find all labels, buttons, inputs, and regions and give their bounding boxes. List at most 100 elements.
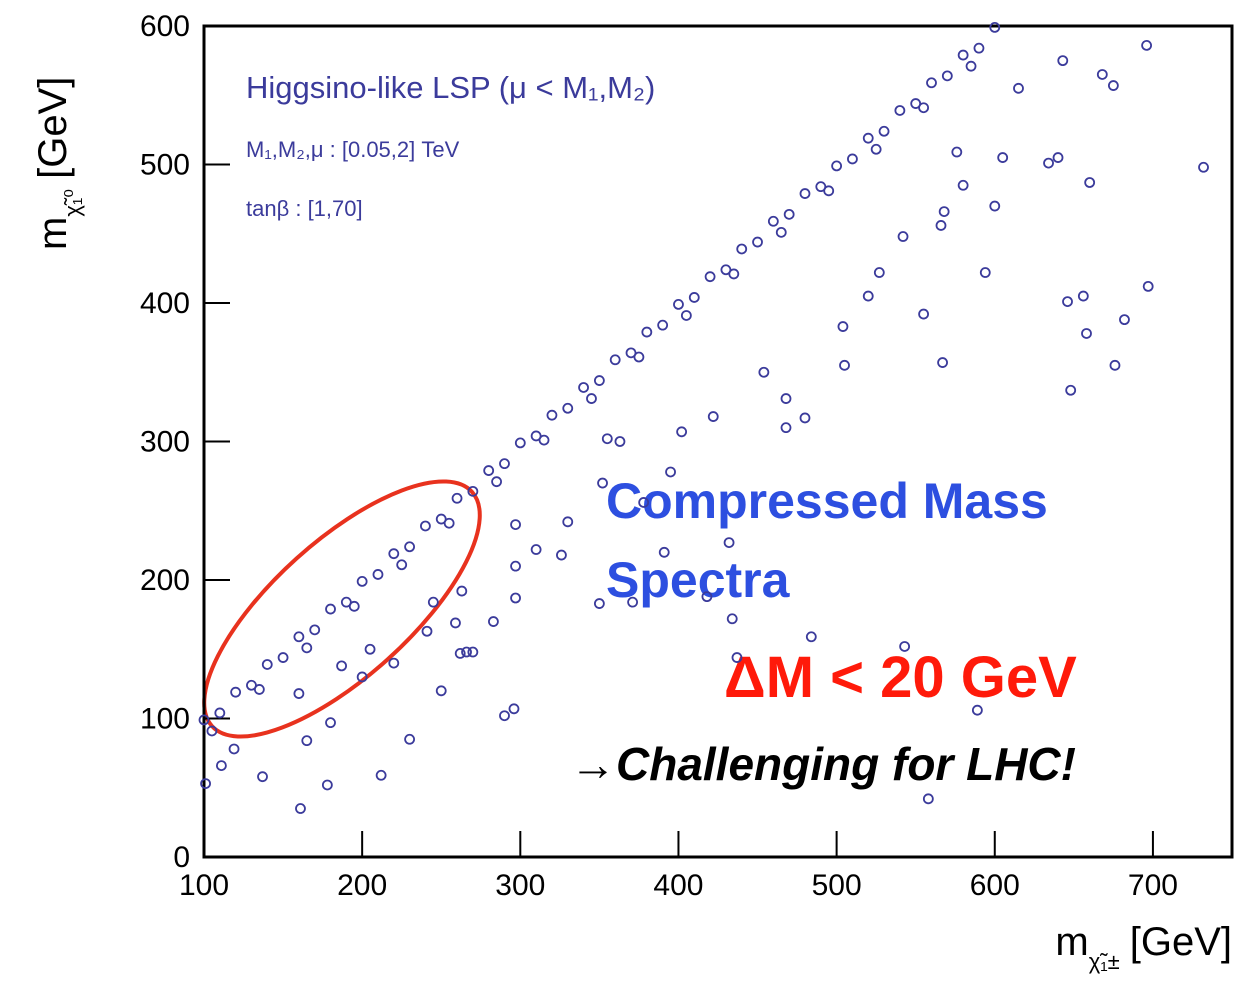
point — [388, 657, 400, 669]
x-tick-label: 700 — [1128, 869, 1178, 902]
point — [680, 310, 692, 321]
x-axis-label-main: m — [1055, 920, 1088, 964]
point — [508, 703, 520, 715]
compressed-label: Compressed Mass — [606, 473, 1048, 529]
point — [435, 685, 447, 697]
point — [847, 153, 858, 165]
y-axis-label-sub: χ̃₁⁰ — [60, 189, 85, 217]
point — [775, 226, 787, 238]
point — [609, 354, 621, 366]
point — [707, 411, 719, 422]
point — [878, 125, 890, 137]
point — [726, 613, 738, 625]
point — [957, 49, 969, 61]
x-tick-label: 100 — [179, 869, 229, 902]
point — [198, 714, 210, 726]
point — [767, 215, 779, 227]
compressed-label: Spectra — [606, 552, 791, 608]
point — [899, 641, 911, 652]
point — [325, 603, 336, 615]
point — [277, 652, 289, 663]
x-axis-label-unit: [GeV] — [1130, 920, 1232, 964]
point — [989, 200, 1001, 212]
point — [627, 596, 638, 608]
point — [1109, 359, 1121, 371]
point — [214, 707, 226, 719]
y-axis-label-unit: [GeV] — [31, 77, 75, 179]
point — [918, 308, 929, 320]
point — [837, 321, 849, 332]
point — [897, 231, 909, 242]
point — [597, 477, 608, 489]
point — [483, 465, 495, 476]
x-tick-label: 400 — [653, 869, 703, 902]
delta-label: ΔM < 20 GeV — [724, 645, 1077, 710]
point — [321, 779, 333, 791]
point — [510, 592, 521, 604]
point — [396, 559, 408, 571]
point — [301, 735, 313, 747]
point — [510, 560, 521, 572]
point — [676, 426, 688, 438]
point — [989, 21, 1001, 33]
point — [461, 646, 472, 658]
point — [873, 267, 885, 278]
point — [997, 152, 1009, 163]
point — [1062, 296, 1073, 308]
point — [728, 268, 740, 280]
point — [971, 704, 983, 716]
point — [467, 485, 479, 497]
point — [1065, 384, 1077, 396]
point — [1096, 69, 1108, 80]
point — [731, 652, 743, 663]
point — [1057, 55, 1069, 67]
point — [309, 624, 321, 636]
point — [356, 671, 368, 683]
point — [1107, 80, 1119, 91]
point — [831, 160, 843, 172]
point — [701, 591, 713, 603]
point — [922, 793, 934, 805]
point — [805, 631, 817, 643]
point — [941, 70, 953, 82]
point — [799, 188, 811, 199]
point — [538, 434, 550, 446]
point — [295, 803, 306, 814]
point — [578, 382, 589, 393]
x-axis-label: mχ̃₁± [GeV] — [1055, 920, 1232, 974]
point — [530, 544, 542, 555]
y-tick-label: 600 — [140, 10, 190, 43]
point — [301, 642, 313, 654]
highlight-ellipse — [202, 479, 482, 739]
point — [862, 290, 874, 302]
point — [257, 771, 268, 783]
point — [421, 625, 433, 637]
point — [614, 436, 626, 447]
point — [253, 684, 265, 695]
x-tick-label: 600 — [970, 869, 1020, 902]
point — [951, 146, 963, 158]
challenge-label: →Challenging for LHC! — [570, 738, 1076, 790]
x-tick-label: 300 — [495, 869, 545, 902]
point — [293, 631, 305, 643]
y-axis-label: mχ̃₁⁰ [GeV] — [31, 77, 85, 250]
point — [918, 102, 929, 114]
point — [1119, 314, 1130, 326]
point — [491, 476, 502, 488]
point — [215, 760, 227, 771]
point — [979, 267, 991, 278]
point — [641, 326, 653, 338]
point — [752, 236, 763, 248]
y-tick-label: 500 — [140, 149, 190, 182]
point — [467, 646, 479, 658]
point — [593, 375, 605, 386]
point — [965, 60, 977, 72]
point — [404, 541, 416, 553]
y-tick-label: 300 — [140, 426, 190, 459]
point — [454, 648, 466, 659]
point — [973, 42, 985, 54]
tanb-label: tanβ : [1,70] — [246, 196, 363, 221]
point — [261, 659, 273, 670]
point — [658, 546, 670, 558]
point — [348, 600, 360, 612]
